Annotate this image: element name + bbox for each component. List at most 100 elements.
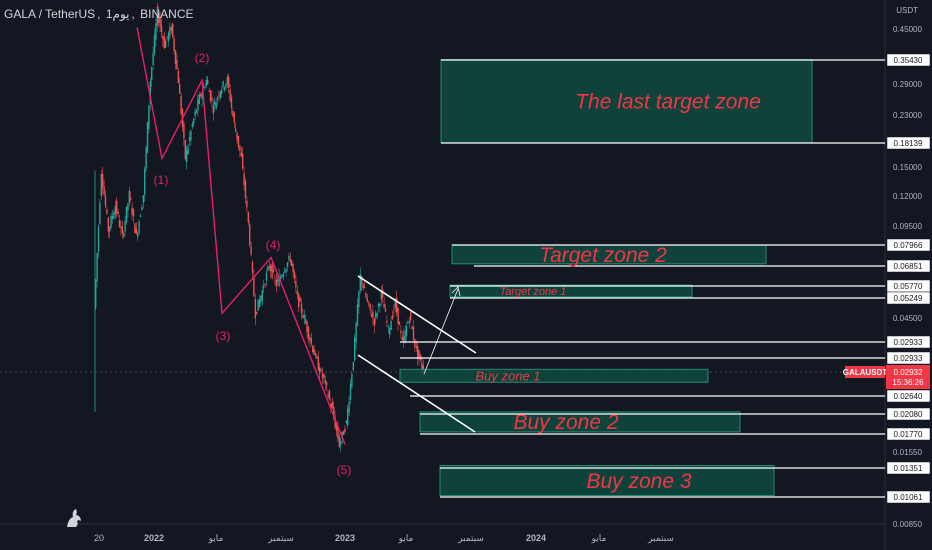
candle-body: [124, 220, 126, 232]
time-tick-label: سبتمبر: [457, 533, 484, 543]
candle-body: [230, 96, 233, 108]
symbol-header[interactable]: GALA / TetherUS, 1يوم, BINANCE: [4, 7, 194, 21]
price-level-value: 0.02933: [894, 354, 923, 363]
candle-body: [144, 169, 146, 195]
price-level-value: 0.05770: [894, 282, 923, 291]
candle-body: [404, 330, 406, 343]
candle-body: [118, 220, 121, 227]
candle-body: [379, 303, 381, 307]
channel-upper-line: [357, 275, 477, 354]
candle-body: [340, 441, 342, 445]
price-level-tag: [886, 291, 931, 305]
candle-body: [244, 180, 247, 199]
breakout-arrow-head: [451, 286, 461, 297]
candle-body: [272, 269, 275, 272]
candle-body: [400, 330, 402, 333]
candle-body: [160, 25, 163, 33]
candle-body: [232, 110, 234, 116]
candle-body: [354, 337, 356, 361]
zone-label: Buy zone 2: [513, 411, 618, 434]
candle-body: [281, 275, 283, 278]
candle-body: [166, 36, 168, 38]
price-tick-label: 0.15000: [893, 163, 922, 172]
candle-body: [209, 90, 212, 102]
candle-body: [327, 394, 329, 397]
candle-body: [285, 268, 287, 273]
candle-body: [320, 369, 322, 371]
candle-body: [243, 173, 245, 186]
candle-body: [292, 264, 294, 273]
candle-body: [345, 420, 347, 423]
candle-body: [225, 83, 227, 88]
price-tick-label: 0.29000: [893, 80, 922, 89]
candle-body: [188, 136, 191, 141]
tradingview-logo-icon[interactable]: [64, 507, 84, 529]
candle-body: [159, 17, 161, 27]
candle-body: [102, 173, 104, 188]
price-level-value: 0.05249: [894, 294, 923, 303]
price-tick-label: 0.23000: [893, 111, 922, 120]
zone-label: Target zone 1: [500, 286, 567, 298]
elliott-wave-line: [136, 27, 346, 445]
candle-body: [328, 391, 331, 400]
candle-body: [401, 337, 403, 340]
candle-body: [170, 27, 172, 31]
candle-body: [347, 408, 349, 426]
candle-body: [277, 279, 279, 282]
candle-body: [215, 102, 217, 110]
candle-body: [211, 97, 213, 101]
price-level-value: 0.35430: [894, 56, 923, 65]
candle-body: [233, 113, 235, 123]
candle-body: [106, 209, 108, 214]
candle-body: [100, 174, 102, 197]
candle-body: [279, 276, 282, 280]
candle-body: [410, 312, 412, 321]
candle-body: [337, 426, 339, 439]
candle-body: [216, 97, 219, 100]
candle-body: [257, 299, 259, 311]
symbol-tag-bg: [845, 366, 885, 378]
candle-body: [134, 223, 136, 234]
candle-body: [142, 195, 144, 203]
candle-body: [261, 290, 263, 301]
candle-body: [383, 303, 385, 309]
symbol-name: GALA / TetherUS: [4, 7, 96, 21]
candle-body: [394, 299, 396, 309]
candle-body: [391, 315, 394, 319]
candle-body: [341, 431, 343, 438]
candle-body: [260, 295, 262, 303]
candle-body: [116, 200, 118, 214]
candle-body: [298, 293, 300, 308]
candle-body: [226, 77, 228, 84]
candle-body: [179, 84, 181, 94]
candle-body: [365, 293, 367, 298]
candle-body: [111, 215, 114, 219]
channel-lower-line: [357, 354, 476, 433]
candle-body: [104, 195, 107, 206]
candle-body: [393, 309, 395, 311]
candle-body: [403, 335, 405, 341]
candle-body: [195, 109, 198, 113]
candle-body: [250, 246, 252, 255]
wave-label: (1): [154, 173, 169, 187]
candle-body: [187, 146, 189, 154]
candle-body: [412, 326, 415, 340]
candle-body: [282, 273, 284, 277]
candle-body: [370, 314, 373, 317]
candle-body: [321, 373, 324, 378]
price-level-value: 0.01351: [894, 464, 923, 473]
candle-body: [326, 382, 328, 386]
candle-body: [145, 147, 147, 170]
candle-body: [274, 278, 276, 279]
candle-body: [222, 81, 224, 87]
candle-body: [184, 139, 186, 160]
candle-body: [288, 255, 290, 260]
price-tick-label: 0.09500: [893, 222, 922, 231]
price-tag-countdown: 15:36:26: [892, 378, 924, 387]
price-level-value: 0.01061: [894, 493, 923, 502]
candle-body: [415, 346, 417, 348]
candle-body: [300, 303, 303, 313]
candle-body: [247, 211, 249, 222]
wave-label: (4): [266, 238, 281, 252]
